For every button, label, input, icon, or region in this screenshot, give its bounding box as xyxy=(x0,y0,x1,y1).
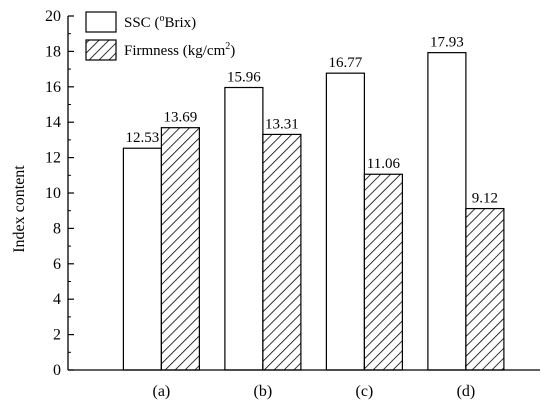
y-axis-ticks: 0 2 4 6 8 10 12 14 16 18 20 xyxy=(45,8,74,379)
y-tick-label: 6 xyxy=(53,256,61,273)
y-tick-label: 20 xyxy=(45,8,61,25)
legend-label: Firmness (kg/cm2) xyxy=(124,41,235,59)
y-tick-label: 2 xyxy=(53,327,61,344)
bar-firmness-1 xyxy=(262,133,302,371)
bar-ssc-1 xyxy=(224,86,264,371)
legend-swatch xyxy=(85,11,117,33)
data-label: 15.96 xyxy=(227,70,261,86)
x-tick-label: (a) xyxy=(153,383,171,400)
legend-swatch xyxy=(85,39,117,61)
x-tick-label: (c) xyxy=(356,383,374,400)
bars-layer xyxy=(122,52,505,371)
data-label: 9.12 xyxy=(472,191,498,207)
legend: SSC (oBrix) Firmness (kg/cm2) xyxy=(85,11,235,61)
data-label: 12.53 xyxy=(126,130,160,146)
y-tick-label: 14 xyxy=(45,114,61,131)
y-tick-label: 0 xyxy=(53,362,61,379)
x-axis-ticks: (a) (b) (c) (d) xyxy=(153,364,476,400)
y-tick-label: 12 xyxy=(45,150,61,167)
x-tick-label: (d) xyxy=(457,383,476,400)
bar-firmness-0 xyxy=(160,127,200,371)
y-tick-label: 10 xyxy=(45,185,61,202)
data-label: 13.31 xyxy=(265,116,299,132)
y-tick-label: 8 xyxy=(53,220,61,237)
y-axis-title: Index content xyxy=(11,165,28,253)
bar-ssc-3 xyxy=(427,52,467,371)
bar-firmness-2 xyxy=(363,173,403,371)
y-tick-label: 16 xyxy=(45,79,61,96)
legend-label: SSC (oBrix) xyxy=(124,13,196,31)
x-tick-label: (b) xyxy=(254,383,273,400)
y-tick-label: 4 xyxy=(53,291,61,308)
data-label: 17.93 xyxy=(430,35,464,51)
bar-ssc-2 xyxy=(325,72,365,371)
y-tick-label: 18 xyxy=(45,43,61,60)
bar-ssc-0 xyxy=(122,147,162,371)
data-label: 11.06 xyxy=(367,156,401,172)
data-label: 16.77 xyxy=(329,55,363,71)
bar-firmness-3 xyxy=(465,207,505,371)
data-label: 13.69 xyxy=(164,110,198,126)
